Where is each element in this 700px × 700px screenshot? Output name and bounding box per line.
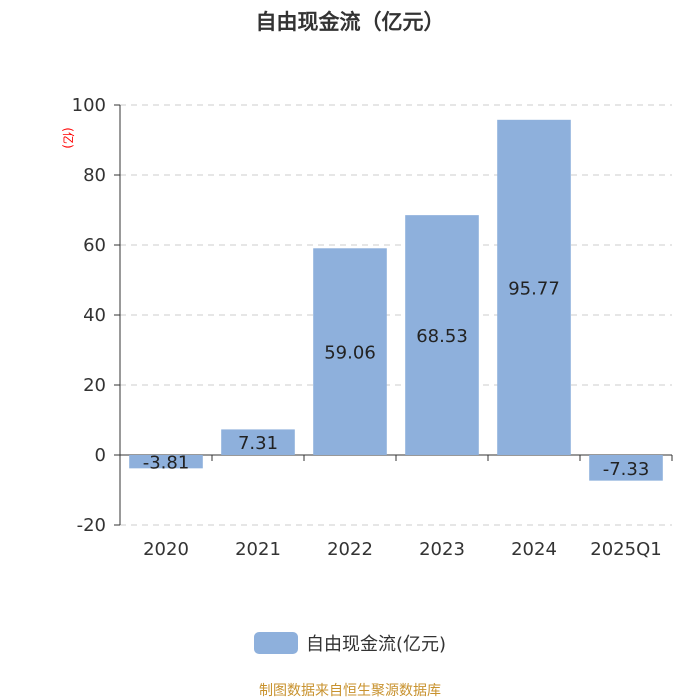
bar-value-label: 59.06 bbox=[324, 343, 376, 364]
label-layer: -3.81 2020 7.31 2021 59.06 2022 68.53 2023 95.77… bbox=[143, 278, 662, 560]
chart-title: 自由现金流（亿元） bbox=[255, 10, 445, 34]
y-tick-label: 60 bbox=[83, 235, 106, 256]
bar[interactable] bbox=[405, 215, 479, 455]
y-tick-label: 80 bbox=[83, 165, 106, 186]
grid-layer bbox=[120, 104, 672, 526]
y-tick-label: -20 bbox=[77, 515, 106, 536]
legend-label: 自由现金流(亿元) bbox=[305, 634, 447, 655]
bar[interactable] bbox=[497, 119, 571, 456]
y-tick-label: 0 bbox=[95, 445, 106, 466]
x-tick-label: 2025Q1 bbox=[590, 539, 661, 560]
y-axis-title: (亿) bbox=[61, 127, 76, 148]
x-tick-label: 2024 bbox=[511, 539, 557, 560]
source-footer: 制图数据来自恒生聚源数据库 bbox=[259, 683, 441, 699]
bar-value-label: -3.81 bbox=[143, 453, 190, 474]
bar[interactable] bbox=[129, 455, 203, 469]
y-tick-label: 20 bbox=[83, 375, 106, 396]
bar-layer bbox=[129, 119, 663, 481]
axis-layer: 100 80 60 40 20 0 -20 bbox=[72, 95, 673, 536]
bar[interactable] bbox=[589, 455, 663, 481]
bar[interactable] bbox=[221, 429, 295, 455]
x-tick-label: 2021 bbox=[235, 539, 281, 560]
bar-value-label: 68.53 bbox=[416, 326, 468, 347]
y-tick-label: 40 bbox=[83, 305, 106, 326]
x-tick-label: 2020 bbox=[143, 539, 189, 560]
legend-swatch bbox=[253, 632, 298, 654]
x-tick-label: 2022 bbox=[327, 539, 373, 560]
legend[interactable]: 自由现金流(亿元) bbox=[0, 630, 700, 656]
x-tick-label: 2023 bbox=[419, 539, 465, 560]
bar-value-label: 7.31 bbox=[238, 433, 278, 454]
bar-value-label: 95.77 bbox=[508, 278, 560, 299]
bar[interactable] bbox=[313, 248, 387, 455]
bar-value-label: -7.33 bbox=[603, 459, 650, 480]
y-tick-label: 100 bbox=[72, 95, 106, 116]
